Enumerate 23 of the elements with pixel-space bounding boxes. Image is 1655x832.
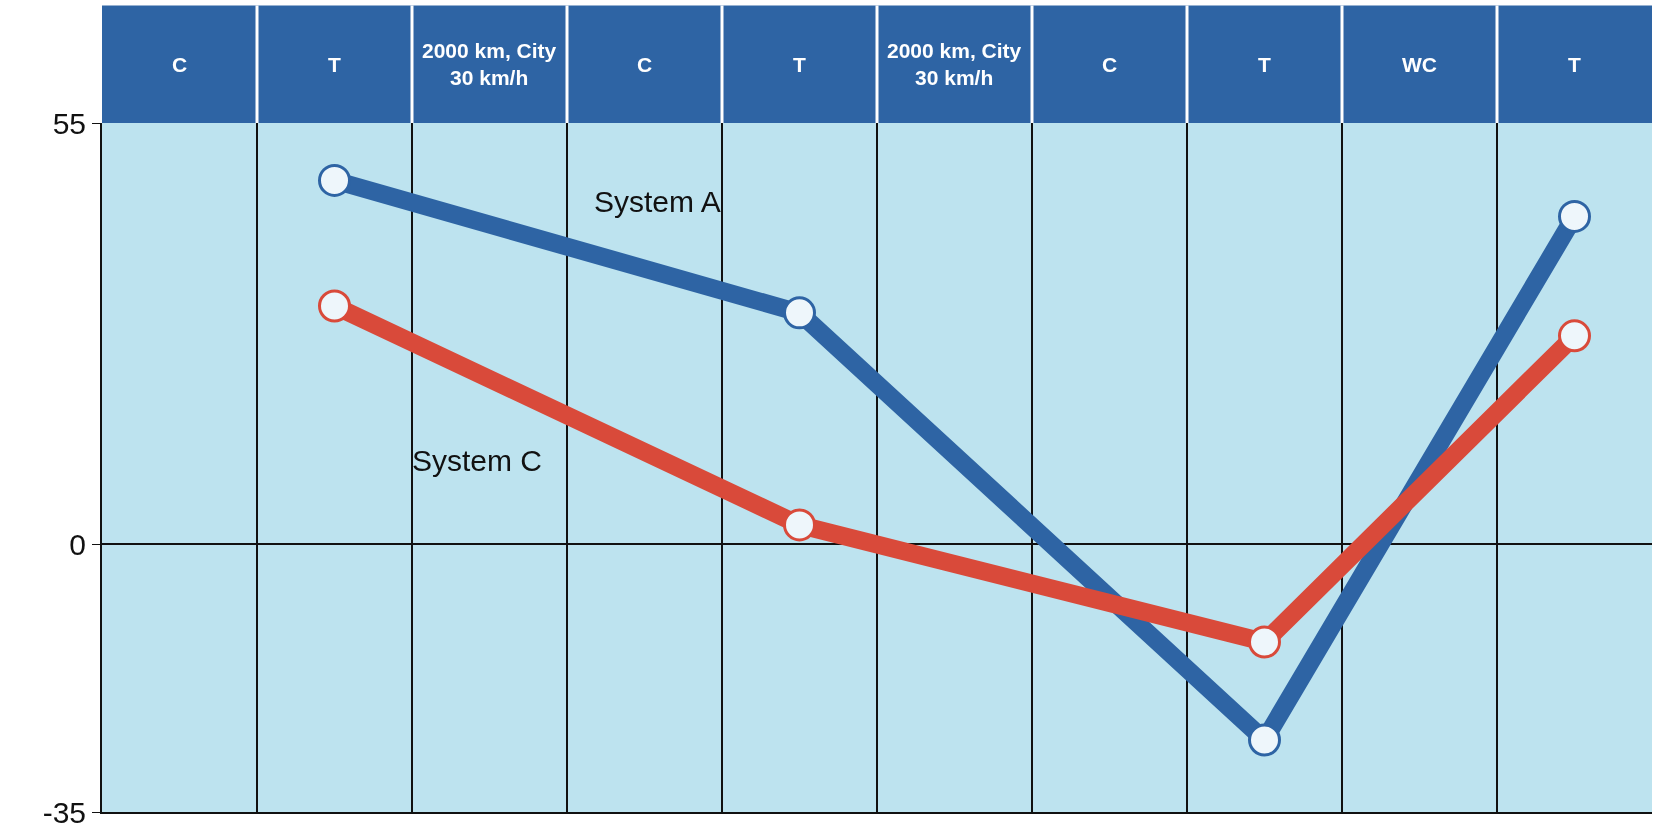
x-tick-label: C xyxy=(1102,53,1118,76)
x-tick-label: T xyxy=(1258,53,1271,76)
point xyxy=(783,296,816,330)
x-tick-label: 2000 km, City 30 km/h xyxy=(422,39,557,90)
y-tick-label: 0 xyxy=(69,527,86,561)
point xyxy=(1248,723,1281,757)
x-tick-label: C xyxy=(637,53,653,76)
series-label: System C xyxy=(412,444,543,477)
point xyxy=(318,289,351,323)
x-tick-label: T xyxy=(1568,53,1581,76)
series-label: System A xyxy=(594,185,721,218)
y-tick-label: 55 xyxy=(52,106,86,140)
point xyxy=(318,163,351,197)
point xyxy=(1248,625,1281,659)
x-tick-label: T xyxy=(793,53,806,76)
y-tick-label: -35 xyxy=(42,795,86,829)
x-tick-label: C xyxy=(172,53,188,76)
x-tick-label: T xyxy=(328,53,341,76)
x-tick-label: 2000 km, City 30 km/h xyxy=(887,39,1022,90)
point xyxy=(1558,199,1591,233)
point xyxy=(1558,319,1591,353)
point xyxy=(783,508,816,542)
x-tick-label: WC xyxy=(1402,53,1437,76)
